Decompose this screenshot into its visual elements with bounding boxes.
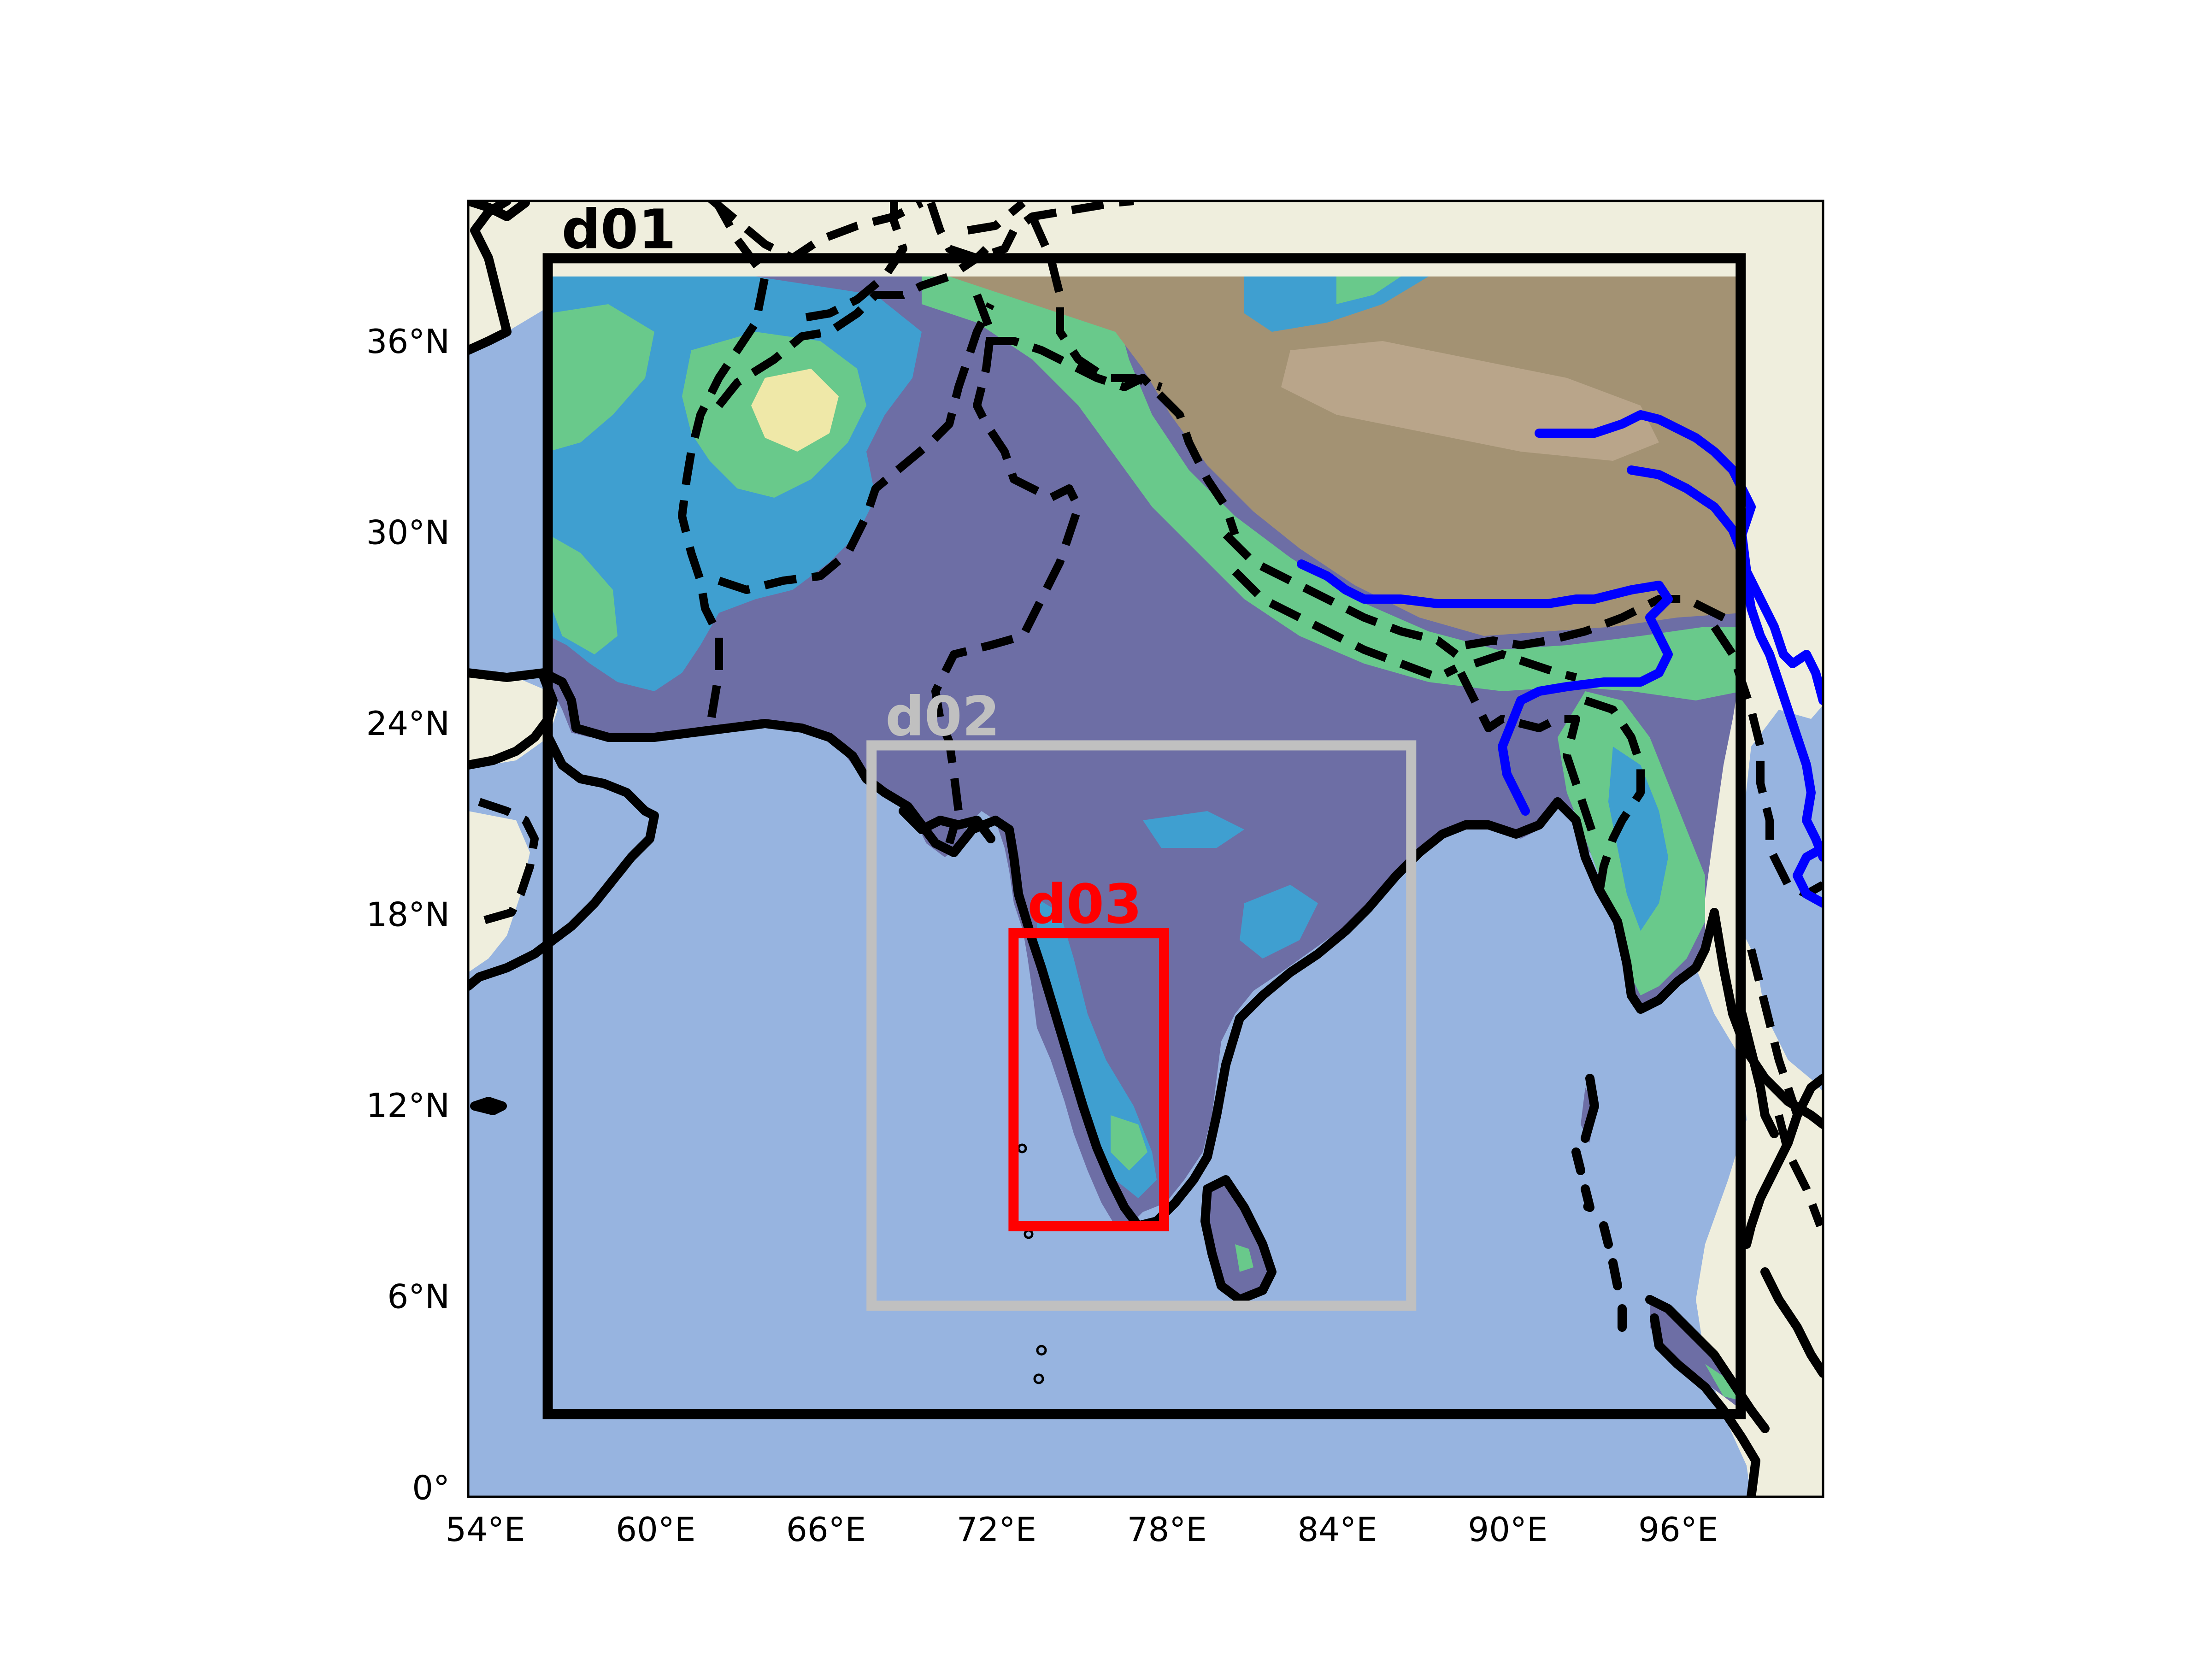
land-sumatra-hills — [1705, 1364, 1742, 1401]
terrain-iran-coast — [548, 535, 618, 654]
island-maldives-1 — [1036, 1345, 1047, 1356]
land-sri-lanka — [1205, 1180, 1272, 1300]
coastline-iran-north — [468, 201, 512, 355]
small-islands — [1017, 1143, 1593, 1384]
border-iran-afghan — [678, 201, 769, 729]
terrain-eastern-ghats — [1240, 885, 1318, 959]
border-thai-malay — [1775, 1114, 1823, 1228]
coastline-caspian — [468, 201, 530, 221]
border-north-central-asia-2 — [801, 201, 907, 322]
border-burma-thai — [1747, 948, 1801, 1117]
border-north-central-asia-1 — [707, 201, 924, 262]
x-tick-label: 72°E — [957, 1510, 1036, 1549]
domain-box-d03 — [1008, 928, 1170, 1231]
border-india-pak — [931, 293, 1082, 845]
x-tick-label: 78°E — [1127, 1510, 1207, 1549]
x-tick-label: 96°E — [1638, 1510, 1718, 1549]
domain-box-d02 — [866, 740, 1417, 1311]
coastline-nicobar — [1599, 1221, 1627, 1332]
coastlines — [468, 201, 1823, 1497]
island-nicobar-1 — [1583, 1201, 1593, 1212]
domain-box-d01 — [542, 253, 1746, 1419]
island-maldives-2 — [1033, 1373, 1044, 1384]
x-tick-label: 66°E — [786, 1510, 866, 1549]
border-bhutan-china — [1465, 595, 1744, 649]
coastline-thailand — [1737, 1009, 1779, 1138]
y-tick-label: 18°N — [366, 895, 450, 934]
domain-layer: d01 d02 d03 — [542, 197, 1746, 1419]
terrain-west-peaks — [751, 369, 839, 452]
coastline-andaman — [1571, 1074, 1599, 1212]
x-tick-label: 54°E — [445, 1510, 525, 1549]
coastline-sri-lanka — [1200, 1175, 1277, 1304]
coastline-india — [468, 668, 1562, 1230]
domain-label-d01: d01 — [562, 197, 677, 261]
y-tick-label: 36°N — [366, 322, 450, 361]
y-tick-label: 24°N — [366, 704, 450, 743]
coastline-arabian-peninsula — [468, 673, 558, 770]
terrain-tibet-north-green — [1336, 276, 1401, 304]
map-area — [468, 201, 1823, 1497]
border-china-kashmir — [1028, 215, 1163, 391]
terrain-iran-hills — [548, 304, 654, 452]
y-tick-label: 0° — [412, 1468, 450, 1507]
land-arabia — [468, 811, 530, 972]
coastline-oman — [468, 733, 659, 991]
country-borders — [478, 201, 1823, 1228]
border-north-central-asia-3 — [927, 201, 1134, 262]
terrain-burma-inner — [1608, 747, 1668, 931]
coastline-malay — [1742, 1074, 1823, 1378]
coastline-bangladesh-burma — [1553, 797, 1823, 1129]
border-burma-west — [1584, 696, 1645, 895]
border-bhutan — [1473, 650, 1577, 682]
border-pak-south — [718, 302, 995, 594]
y-tick-label: 30°N — [366, 513, 450, 552]
terrain-tibet-plateau — [949, 276, 1742, 636]
river-mekong — [1627, 465, 1823, 908]
y-tick-label: 12°N — [366, 1086, 450, 1125]
terrain-nilgiri — [1111, 1115, 1147, 1171]
domain-label-d02: d02 — [885, 684, 1000, 748]
x-tick-label: 90°E — [1468, 1510, 1547, 1549]
border-iran-pak-south — [478, 798, 539, 926]
border-afghan-pak — [715, 236, 999, 408]
map-frame — [467, 200, 1824, 1498]
border-north-central-asia-4 — [967, 201, 1026, 235]
coastline-socotra — [470, 1097, 507, 1115]
border-bangladesh — [1457, 671, 1599, 840]
border-india-china-west — [986, 337, 1239, 536]
terrain-sri-lanka-hills — [1235, 1244, 1253, 1272]
coastline-gujarat — [899, 806, 995, 843]
x-tick-label: 60°E — [616, 1510, 695, 1549]
domain-label-d03: d03 — [1027, 872, 1142, 936]
x-tick-label: 84°E — [1297, 1510, 1377, 1549]
y-tick-label: 6°N — [387, 1277, 450, 1316]
coastline-sumatra — [1645, 1295, 1770, 1497]
x-axis-ticks: 54°E 60°E 66°E 72°E 78°E 84°E 90°E 96°E — [445, 1510, 1718, 1549]
terrain-deccan-ridge — [1143, 811, 1244, 848]
y-axis-ticks: 36°N 30°N 24°N 18°N 12°N 6°N 0° — [366, 322, 450, 1507]
river-yarlung-tsangpo — [1297, 559, 1673, 816]
